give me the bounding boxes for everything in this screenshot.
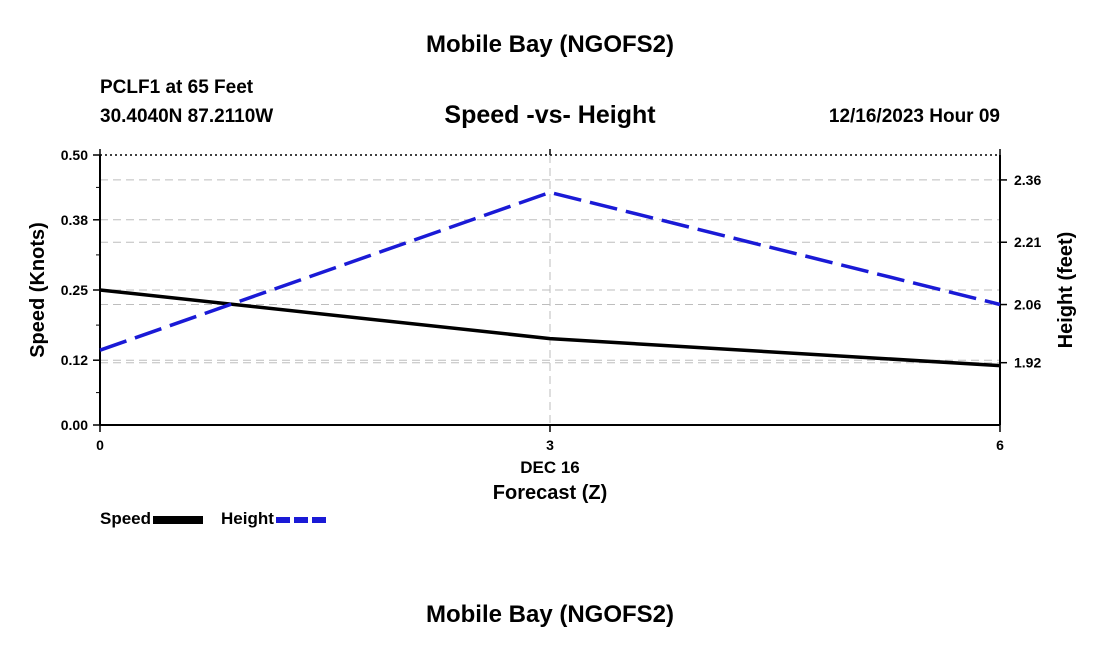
station-coordinates: 30.4040N 87.2110W [100,106,274,127]
legend-height-swatch [275,516,326,523]
forecast-datetime: 12/16/2023 Hour 09 [828,106,1000,127]
y-axis-title: Speed (Knots) [27,222,49,358]
bottom-title: Mobile Bay (NGOFS2) [425,601,675,628]
top-title: Mobile Bay (NGOFS2) [425,31,675,58]
y2-tick-label: 2.21 [1014,234,1041,250]
series-line-speed [99,288,1001,368]
legend: Speed Height [100,509,330,529]
y2-tick-label: 1.92 [1014,355,1041,371]
x-tick-label: 6 [996,437,1004,453]
y2-axis-title: Height (feet) [1055,232,1077,349]
x-tick-label: 0 [96,437,104,453]
legend-speed-swatch [153,515,204,524]
y-tick-label: 0.00 [61,417,88,433]
chart-title: Speed -vs- Height [444,101,656,129]
legend-height-label: Height [221,509,274,528]
x-axis-date-label: DEC 16 [520,458,580,477]
x-axis-title: Forecast (Z) [492,482,608,504]
y-tick-label: 0.50 [61,147,88,163]
y-tick-label: 0.38 [61,212,88,228]
x-tick-label: 3 [546,437,554,453]
station-label: PCLF1 at 65 Feet [100,77,254,98]
y2-tick-label: 2.36 [1014,172,1041,188]
y-tick-label: 0.25 [61,282,88,298]
y2-tick-label: 2.06 [1014,297,1041,313]
y-tick-label: 0.12 [61,352,88,368]
series-line-height [99,190,1001,352]
legend-speed-label: Speed [100,509,152,528]
